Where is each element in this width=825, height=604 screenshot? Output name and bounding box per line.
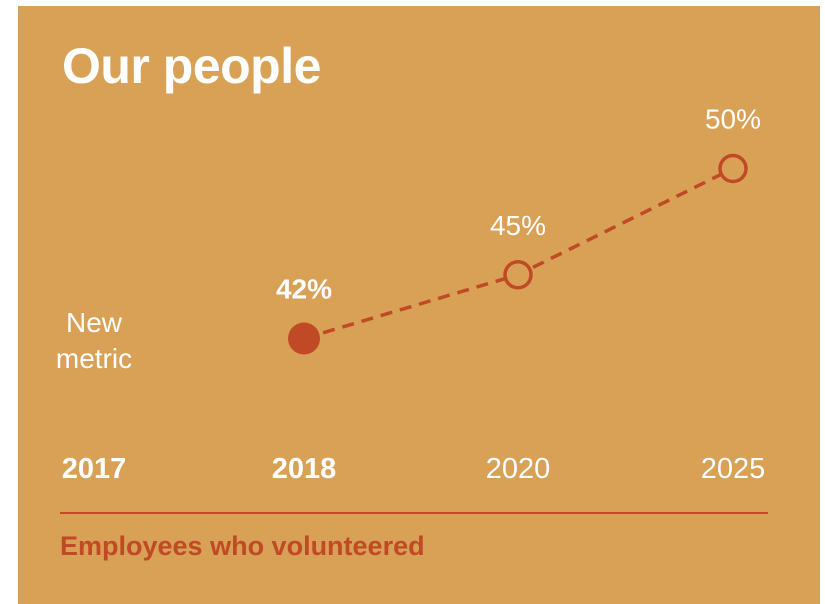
chart-caption: Employees who volunteered [60, 531, 425, 561]
target-point-2020 [503, 260, 533, 290]
tick-label-2020: 2020 [486, 453, 551, 485]
data-label-2025: 50% [705, 104, 761, 135]
target-point-2025 [718, 153, 748, 184]
series-line [303, 166, 734, 341]
tick-label-2018: 2018 [272, 453, 337, 485]
metric-panel: Our people 42% 45% 50% New metric 2017 2018 202… [18, 6, 820, 604]
page-title: Our people [62, 38, 321, 94]
note-line-1: New [66, 307, 123, 338]
data-label-2018: 42% [276, 274, 332, 305]
data-label-2020: 45% [490, 210, 546, 241]
line-chart: 42% 45% 50% New metric 2017 2018 2020 2025 [56, 104, 766, 486]
data-point-2018 [288, 322, 320, 355]
note-line-2: metric [56, 343, 132, 374]
tick-label-2025: 2025 [701, 453, 766, 485]
divider [60, 512, 768, 514]
tick-label-2017: 2017 [62, 453, 127, 485]
